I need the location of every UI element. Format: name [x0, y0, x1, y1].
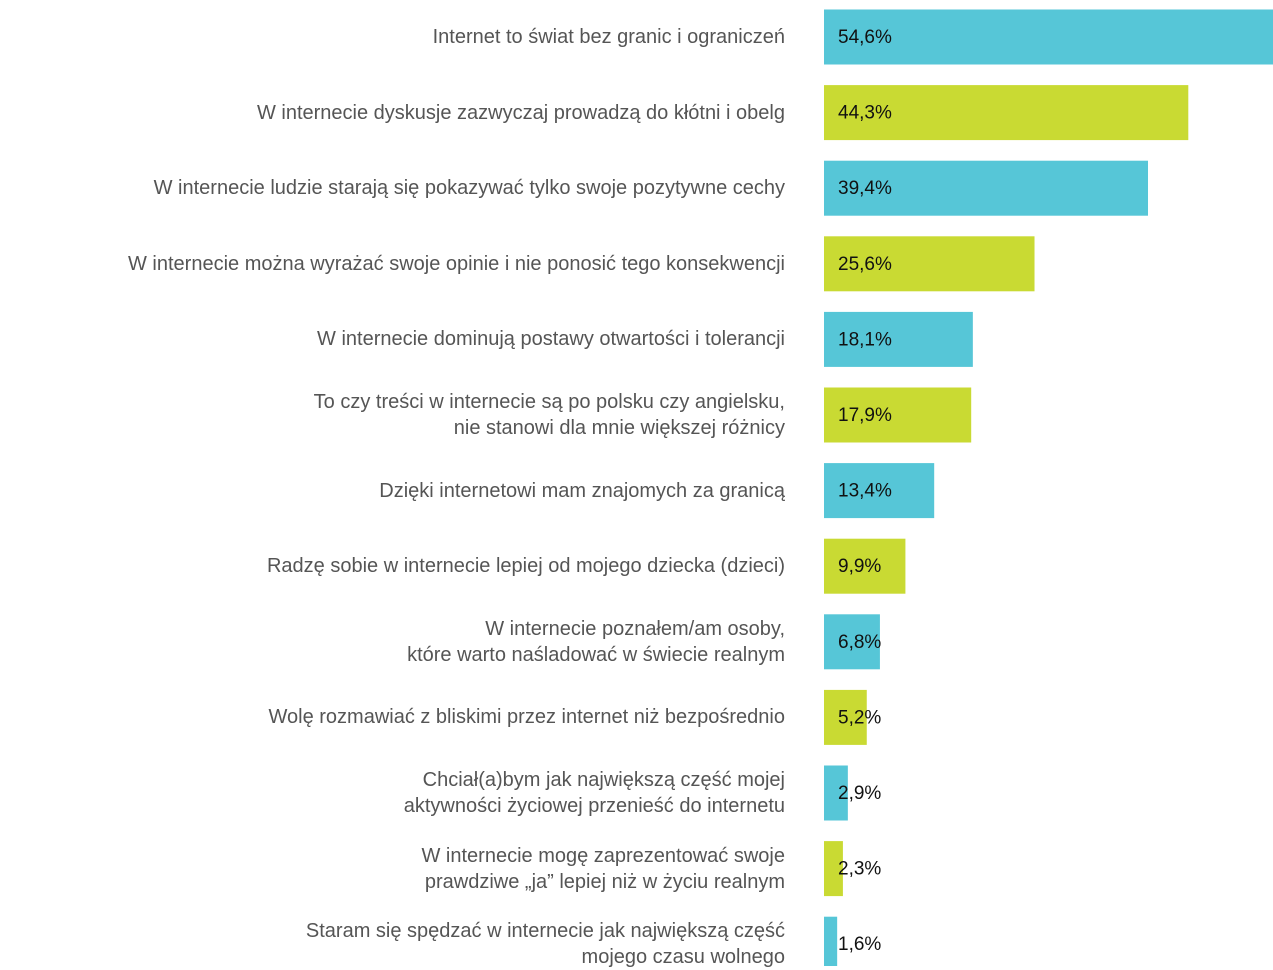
value-label: 18,1%	[838, 329, 892, 350]
category-label: W internecie poznałem/am osoby, które wa…	[407, 617, 785, 666]
bar	[824, 689, 867, 745]
value-label: 17,9%	[838, 405, 892, 426]
value-label: 25,6%	[838, 254, 892, 275]
bar	[824, 85, 1189, 141]
category-label: Dzięki internetowi mam znajomych za gran…	[379, 479, 785, 502]
category-label: To czy treści w internecie są po polsku …	[313, 391, 785, 439]
category-label: Chciał(a)bym jak największą część mojej …	[403, 769, 785, 817]
category-label: Wolę rozmawiać z bliskimi przez internet…	[268, 706, 785, 729]
bar	[824, 538, 906, 594]
bar	[824, 841, 843, 897]
bar	[824, 387, 972, 443]
value-label: 1,6%	[838, 934, 881, 955]
category-label: W internecie mogę zaprezentować swoje pr…	[421, 844, 785, 893]
category-label: Staram się spędzać w internecie jak najw…	[305, 920, 785, 969]
bar	[824, 9, 1273, 65]
bar	[824, 614, 880, 670]
category-label: W internecie ludzie starają się pokazywa…	[153, 177, 785, 200]
bar	[824, 160, 1149, 216]
value-label: 2,3%	[838, 859, 881, 880]
value-label: 6,8%	[838, 632, 881, 653]
bar	[824, 916, 838, 966]
value-label: 2,9%	[838, 783, 881, 804]
bar	[824, 311, 973, 367]
value-label: 9,9%	[838, 556, 881, 577]
bar	[824, 765, 848, 821]
category-label: Internet to świat bez granic i ogranicze…	[432, 26, 785, 48]
value-label: 44,3%	[838, 103, 892, 124]
value-label: 54,6%	[838, 27, 892, 48]
category-label: W internecie można wyrażać swoje opinie …	[128, 252, 785, 275]
category-label: W internecie dyskusje zazwyczaj prowadzą…	[256, 101, 785, 124]
value-label: 13,4%	[838, 481, 892, 502]
bar	[824, 236, 1035, 292]
category-label: Radzę sobie w internecie lepiej od mojeg…	[266, 555, 785, 578]
value-label: 5,2%	[838, 707, 881, 728]
value-label: 39,4%	[838, 178, 892, 199]
bar	[824, 463, 935, 519]
category-label: W internecie dominują postawy otwartości…	[317, 328, 785, 351]
